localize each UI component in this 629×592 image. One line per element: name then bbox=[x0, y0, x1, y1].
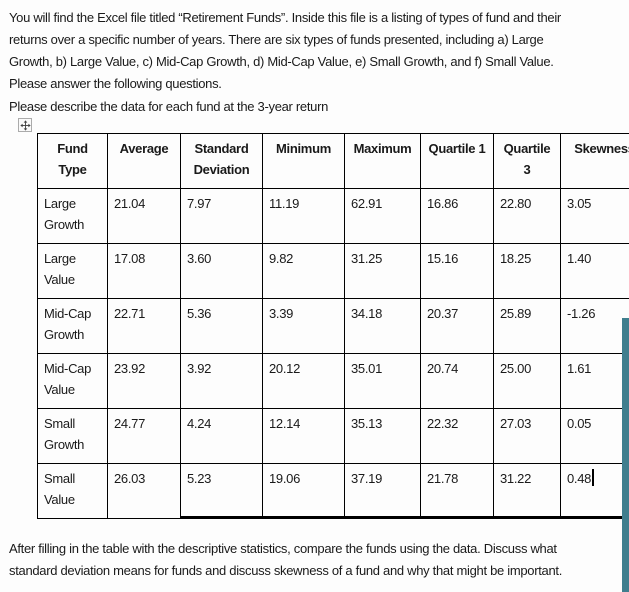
stat-cell[interactable]: 12.14 bbox=[262, 408, 345, 464]
stat-cell[interactable]: 22.80 bbox=[493, 188, 561, 244]
fund-type-cell: Mid-Cap Growth bbox=[37, 298, 108, 354]
table-row-small-growth: Small Growth 24.77 4.24 12.14 35.13 22.3… bbox=[37, 408, 629, 464]
stat-cell[interactable]: 3.39 bbox=[262, 298, 345, 354]
fund-type-cell: Large Growth bbox=[37, 188, 108, 244]
closing-line-1: After filling in the table with the desc… bbox=[9, 541, 557, 556]
stat-cell[interactable]: 21.04 bbox=[107, 188, 181, 244]
stat-cell[interactable]: 35.01 bbox=[344, 353, 421, 409]
stat-cell[interactable]: 31.22 bbox=[493, 463, 561, 519]
stat-cell[interactable]: 0.05 bbox=[560, 408, 629, 464]
stat-cell[interactable]: 3.60 bbox=[180, 243, 263, 299]
right-edge-accent-bar[interactable] bbox=[622, 318, 629, 592]
header-standard-deviation: Standard Deviation bbox=[180, 133, 263, 189]
fund-type-cell: Mid-Cap Value bbox=[37, 353, 108, 409]
stat-cell[interactable]: 5.23 bbox=[180, 463, 263, 519]
stat-cell[interactable]: 20.37 bbox=[420, 298, 494, 354]
stat-cell[interactable]: 27.03 bbox=[493, 408, 561, 464]
stat-cell[interactable]: 17.08 bbox=[107, 243, 181, 299]
header-fund-type: Fund Type bbox=[37, 133, 108, 189]
table-header-row: Fund Type Average Standard Deviation Min… bbox=[37, 133, 629, 189]
stat-cell[interactable]: 24.77 bbox=[107, 408, 181, 464]
stat-cell[interactable]: 9.82 bbox=[262, 243, 345, 299]
stat-cell[interactable]: 23.92 bbox=[107, 353, 181, 409]
fund-type-cell: Small Growth bbox=[37, 408, 108, 464]
stat-cell[interactable]: -1.26 bbox=[560, 298, 629, 354]
stat-cell[interactable]: 21.78 bbox=[420, 463, 494, 519]
closing-paragraph: After filling in the table with the desc… bbox=[9, 538, 562, 582]
intro-line-2: returns over a specific number of years.… bbox=[9, 32, 544, 47]
stat-cell[interactable]: 5.36 bbox=[180, 298, 263, 354]
stat-cell[interactable]: 31.25 bbox=[344, 243, 421, 299]
fund-type-cell: Small Value bbox=[37, 463, 108, 519]
table-row-small-value: Small Value 26.03 5.23 19.06 37.19 21.78… bbox=[37, 463, 629, 519]
stat-cell[interactable]: 3.92 bbox=[180, 353, 263, 409]
four-arrow-move-icon bbox=[19, 119, 31, 131]
table-row-large-value: Large Value 17.08 3.60 9.82 31.25 15.16 … bbox=[37, 243, 629, 299]
fund-type-cell: Large Value bbox=[37, 243, 108, 299]
question-paragraph: Please describe the data for each fund a… bbox=[9, 96, 328, 118]
stat-cell[interactable]: 37.19 bbox=[344, 463, 421, 519]
header-skewness: Skewness bbox=[560, 133, 629, 189]
intro-line-4: Please answer the following questions. bbox=[9, 76, 222, 91]
header-quartile-3: Quartile 3 bbox=[493, 133, 561, 189]
table-row-mid-cap-growth: Mid-Cap Growth 22.71 5.36 3.39 34.18 20.… bbox=[37, 298, 629, 354]
stat-cell-with-caret[interactable]: 0.48 bbox=[560, 463, 629, 519]
stat-cell[interactable]: 11.19 bbox=[262, 188, 345, 244]
header-average: Average bbox=[107, 133, 181, 189]
table-row-large-growth: Large Growth 21.04 7.97 11.19 62.91 16.8… bbox=[37, 188, 629, 244]
header-minimum: Minimum bbox=[262, 133, 345, 189]
stat-value: 0.48 bbox=[567, 471, 592, 486]
stat-cell[interactable]: 22.71 bbox=[107, 298, 181, 354]
stat-cell[interactable]: 20.12 bbox=[262, 353, 345, 409]
table-move-handle[interactable] bbox=[18, 118, 32, 132]
intro-paragraph: You will find the Excel file titled “Ret… bbox=[9, 7, 561, 95]
stat-cell[interactable]: 19.06 bbox=[262, 463, 345, 519]
stat-cell[interactable]: 34.18 bbox=[344, 298, 421, 354]
stat-cell[interactable]: 3.05 bbox=[560, 188, 629, 244]
stat-cell[interactable]: 35.13 bbox=[344, 408, 421, 464]
header-quartile-1: Quartile 1 bbox=[420, 133, 494, 189]
intro-line-1: You will find the Excel file titled “Ret… bbox=[9, 10, 561, 25]
stat-cell[interactable]: 7.97 bbox=[180, 188, 263, 244]
text-caret bbox=[592, 469, 594, 486]
stat-cell[interactable]: 25.89 bbox=[493, 298, 561, 354]
stat-cell[interactable]: 16.86 bbox=[420, 188, 494, 244]
stat-cell[interactable]: 4.24 bbox=[180, 408, 263, 464]
header-maximum: Maximum bbox=[344, 133, 421, 189]
stat-cell[interactable]: 1.61 bbox=[560, 353, 629, 409]
table-bottom-thick-border bbox=[180, 516, 629, 519]
stat-cell[interactable]: 62.91 bbox=[344, 188, 421, 244]
stat-cell[interactable]: 1.40 bbox=[560, 243, 629, 299]
stat-cell[interactable]: 22.32 bbox=[420, 408, 494, 464]
intro-line-3: Growth, b) Large Value, c) Mid-Cap Growt… bbox=[9, 54, 554, 69]
closing-line-2: standard deviation means for funds and d… bbox=[9, 563, 563, 578]
stat-cell[interactable]: 20.74 bbox=[420, 353, 494, 409]
question-line: Please describe the data for each fund a… bbox=[9, 99, 329, 114]
statistics-table: Fund Type Average Standard Deviation Min… bbox=[37, 133, 629, 519]
stat-cell[interactable]: 25.00 bbox=[493, 353, 561, 409]
stat-cell[interactable]: 15.16 bbox=[420, 243, 494, 299]
stat-cell[interactable]: 18.25 bbox=[493, 243, 561, 299]
stat-cell[interactable]: 26.03 bbox=[107, 463, 181, 519]
table-row-mid-cap-value: Mid-Cap Value 23.92 3.92 20.12 35.01 20.… bbox=[37, 353, 629, 409]
